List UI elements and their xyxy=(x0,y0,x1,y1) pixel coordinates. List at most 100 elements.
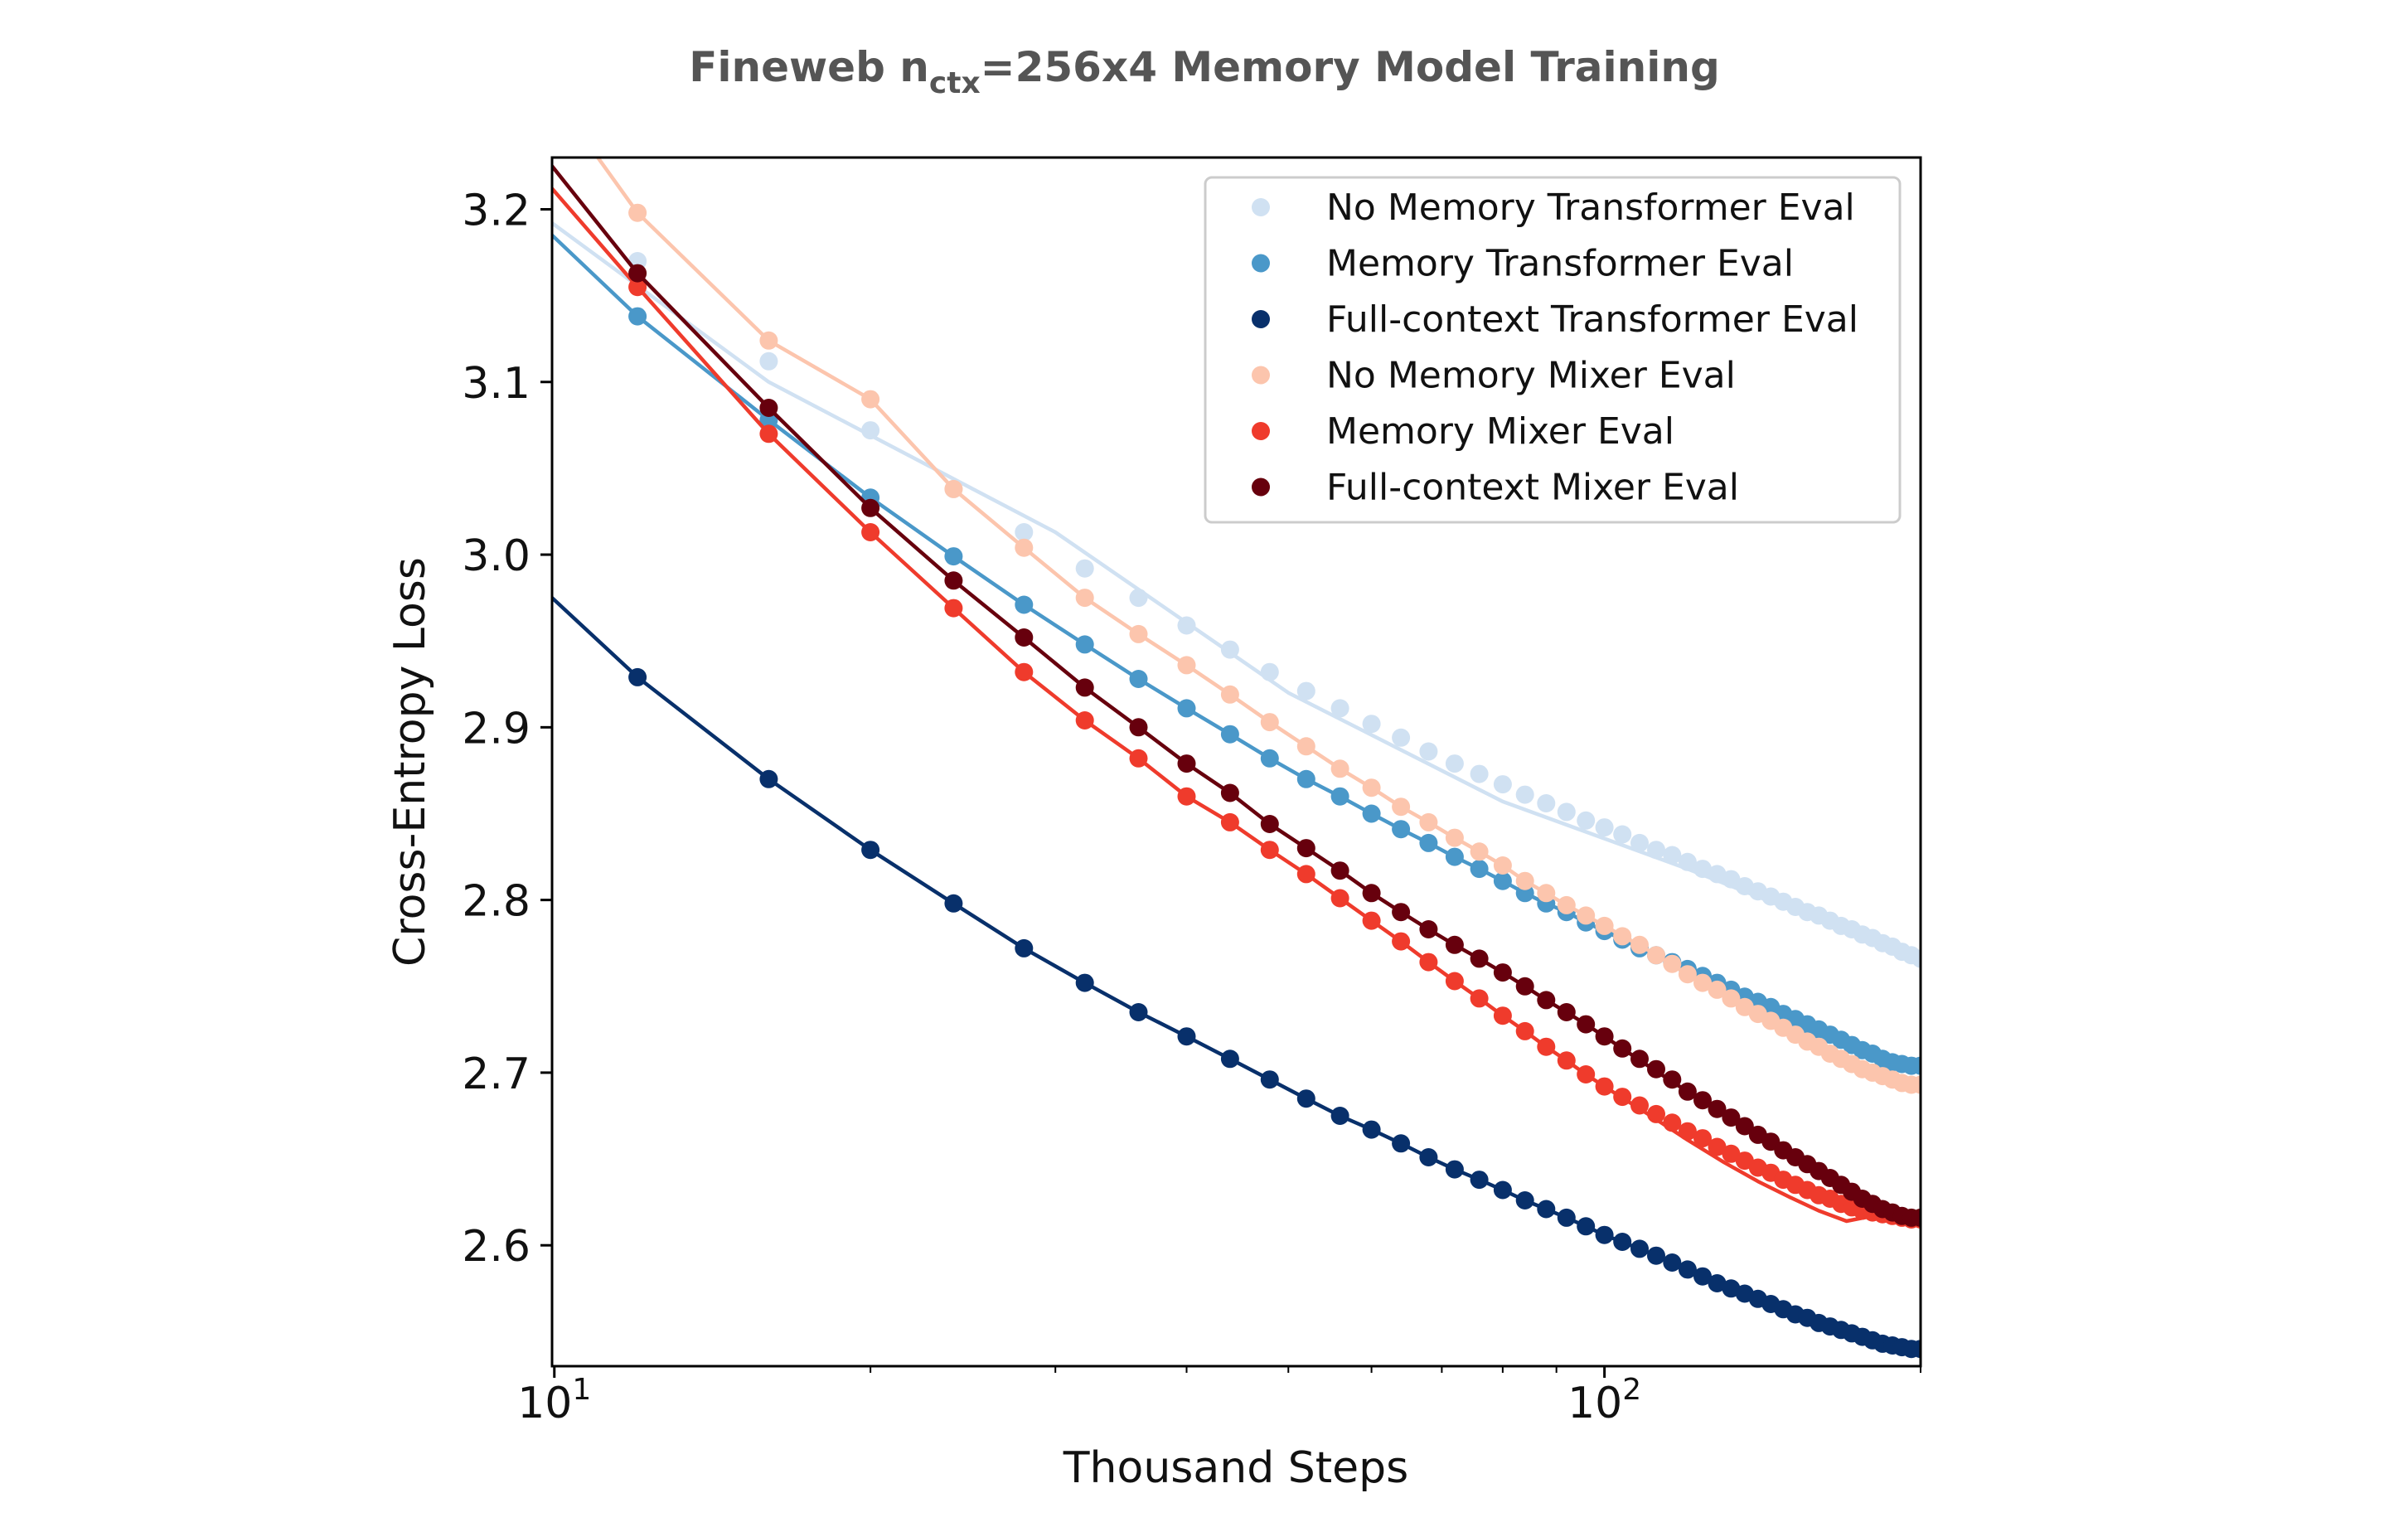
series-full-context-transformer-eval xyxy=(552,595,1921,1359)
data-point-no-memory-mixer-eval xyxy=(1493,856,1512,875)
data-point-memory-mixer-eval xyxy=(1647,1104,1665,1123)
data-point-memory-mixer-eval xyxy=(1177,787,1196,806)
data-point-no-memory-transformer-eval xyxy=(1595,818,1614,837)
legend-entry-no-memory-transformer-eval: No Memory Transformer Eval xyxy=(1252,187,1855,229)
data-point-memory-mixer-eval xyxy=(1595,1077,1614,1096)
data-point-full-context-transformer-eval xyxy=(1220,1050,1239,1069)
data-point-no-memory-mixer-eval xyxy=(1015,538,1034,557)
y-tick-label: 3.2 xyxy=(462,186,531,235)
data-point-full-context-mixer-eval xyxy=(1362,884,1381,903)
data-point-full-context-mixer-eval xyxy=(1911,1208,1921,1227)
data-point-full-context-transformer-eval xyxy=(1647,1246,1665,1265)
data-point-memory-mixer-eval xyxy=(1678,1122,1697,1141)
data-point-full-context-mixer-eval xyxy=(1577,1015,1596,1034)
data-point-full-context-transformer-eval xyxy=(1177,1027,1196,1046)
data-point-no-memory-mixer-eval xyxy=(1595,916,1614,935)
data-point-full-context-mixer-eval xyxy=(1129,718,1148,737)
data-point-full-context-transformer-eval xyxy=(1493,1180,1512,1200)
data-point-memory-transformer-eval xyxy=(1392,820,1411,839)
data-point-memory-mixer-eval xyxy=(1362,911,1381,930)
data-point-full-context-mixer-eval xyxy=(861,498,880,517)
x-tick-label: 102 xyxy=(1567,1373,1641,1428)
data-point-memory-transformer-eval xyxy=(1911,1056,1921,1075)
data-point-no-memory-transformer-eval xyxy=(1445,754,1464,773)
data-point-full-context-transformer-eval xyxy=(1613,1233,1632,1251)
data-point-no-memory-transformer-eval xyxy=(1911,949,1921,968)
data-point-memory-transformer-eval xyxy=(1330,787,1349,806)
data-point-memory-mixer-eval xyxy=(861,523,880,541)
x-tick-label-exponent: 2 xyxy=(1622,1373,1641,1407)
data-point-full-context-transformer-eval xyxy=(1537,1200,1556,1219)
legend-entry-full-context-mixer-eval: Full-context Mixer Eval xyxy=(1252,467,1739,509)
data-point-no-memory-mixer-eval xyxy=(1419,812,1438,831)
data-point-no-memory-mixer-eval xyxy=(1177,656,1196,675)
legend-marker xyxy=(1252,254,1270,273)
data-point-no-memory-mixer-eval xyxy=(1075,589,1094,608)
data-point-full-context-mixer-eval xyxy=(1220,783,1239,802)
legend-entry-no-memory-mixer-eval: No Memory Mixer Eval xyxy=(1252,355,1736,397)
data-point-no-memory-mixer-eval xyxy=(1613,927,1632,946)
data-point-no-memory-mixer-eval xyxy=(1470,842,1489,861)
data-point-full-context-mixer-eval xyxy=(1647,1059,1665,1079)
data-point-memory-mixer-eval xyxy=(1330,889,1349,908)
data-point-full-context-mixer-eval xyxy=(1392,903,1411,922)
data-point-memory-transformer-eval xyxy=(1296,769,1315,788)
data-point-full-context-transformer-eval xyxy=(1075,973,1094,992)
legend-marker xyxy=(1252,310,1270,328)
data-point-full-context-mixer-eval xyxy=(1260,815,1279,833)
data-point-memory-mixer-eval xyxy=(1392,932,1411,951)
data-point-full-context-transformer-eval xyxy=(1445,1160,1464,1179)
data-point-full-context-mixer-eval xyxy=(1557,1003,1576,1021)
data-point-full-context-mixer-eval xyxy=(1735,1117,1754,1136)
data-point-full-context-mixer-eval xyxy=(944,571,963,590)
data-point-no-memory-mixer-eval xyxy=(1260,713,1279,732)
data-point-full-context-transformer-eval xyxy=(1330,1107,1349,1125)
data-point-no-memory-transformer-eval xyxy=(1613,825,1632,844)
series-no-memory-mixer-eval xyxy=(595,158,1921,1094)
data-point-no-memory-mixer-eval xyxy=(1129,624,1148,643)
data-point-full-context-transformer-eval xyxy=(628,667,647,686)
data-point-no-memory-mixer-eval xyxy=(1557,895,1576,914)
data-point-full-context-mixer-eval xyxy=(1470,949,1489,968)
y-tick-label: 2.6 xyxy=(462,1222,531,1272)
data-point-memory-transformer-eval xyxy=(1419,833,1438,852)
data-point-no-memory-transformer-eval xyxy=(1470,764,1489,783)
data-point-no-memory-mixer-eval xyxy=(1678,965,1697,984)
data-point-no-memory-mixer-eval xyxy=(1577,906,1596,925)
data-point-full-context-transformer-eval xyxy=(861,841,880,860)
data-point-full-context-transformer-eval xyxy=(759,769,778,788)
data-point-no-memory-transformer-eval xyxy=(1515,785,1534,804)
data-point-no-memory-transformer-eval xyxy=(1493,775,1512,794)
data-point-no-memory-transformer-eval xyxy=(1577,811,1596,830)
data-point-no-memory-transformer-eval xyxy=(1260,662,1279,681)
data-point-full-context-transformer-eval xyxy=(1595,1225,1614,1244)
data-point-no-memory-transformer-eval xyxy=(1177,616,1196,635)
data-point-full-context-transformer-eval xyxy=(1129,1003,1148,1021)
data-point-no-memory-transformer-eval xyxy=(1015,523,1034,541)
x-axis-label: Thousand Steps xyxy=(1063,1443,1408,1493)
data-point-no-memory-mixer-eval xyxy=(1392,797,1411,817)
data-point-full-context-transformer-eval xyxy=(1260,1070,1279,1089)
data-point-full-context-transformer-eval xyxy=(1911,1340,1921,1359)
x-tick-label: 101 xyxy=(517,1373,591,1428)
data-point-memory-transformer-eval xyxy=(1177,699,1196,718)
data-point-no-memory-transformer-eval xyxy=(1647,841,1665,860)
chart-title: Fineweb nctx=256x4 Memory Model Training xyxy=(689,43,1720,100)
y-tick-label: 2.9 xyxy=(462,704,531,754)
chart-title-subscript: ctx xyxy=(929,66,981,100)
data-point-no-memory-mixer-eval xyxy=(1693,973,1712,992)
data-point-no-memory-transformer-eval xyxy=(1537,794,1556,812)
data-point-full-context-mixer-eval xyxy=(1708,1099,1727,1118)
data-point-memory-transformer-eval xyxy=(1493,871,1512,890)
y-axis-label: Cross-Entropy Loss xyxy=(385,557,435,967)
series-no-memory-transformer-eval xyxy=(552,221,1921,968)
legend-entry-memory-mixer-eval: Memory Mixer Eval xyxy=(1252,410,1674,453)
data-point-no-memory-mixer-eval xyxy=(1445,828,1464,847)
data-point-memory-mixer-eval xyxy=(1260,841,1279,860)
data-point-full-context-transformer-eval xyxy=(1630,1239,1649,1258)
data-point-no-memory-transformer-eval xyxy=(1708,865,1727,884)
x-tick-label-base: 10 xyxy=(1567,1379,1622,1428)
data-point-memory-transformer-eval xyxy=(1015,595,1034,614)
